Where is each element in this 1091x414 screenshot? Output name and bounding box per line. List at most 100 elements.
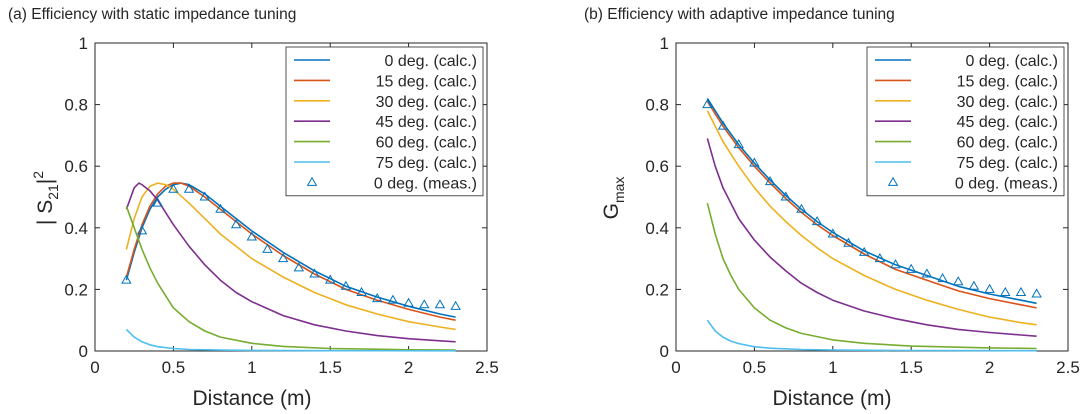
data-point [356,286,367,296]
series-line-1 [125,182,456,321]
y-tick-label: 0.8 [64,96,88,115]
data-point [858,246,870,256]
data-point [1000,286,1011,296]
legend-entry: 60 deg. (calc.) [957,135,1058,152]
data-point [340,280,352,290]
y-tick-label: 0 [79,342,88,361]
panel-title: (b) Efficiency with adaptive impedance t… [584,6,895,23]
data-point [372,293,383,303]
series-line-1 [706,101,1037,309]
data-point [764,175,776,186]
series-line-5 [125,328,456,352]
x-tick-label: 1 [247,358,256,377]
y-tick-label: 0.2 [645,280,669,299]
data-point [419,299,430,309]
data-point [890,259,901,269]
data-point [403,297,414,307]
y-tick-label: 1 [79,34,88,53]
data-point [702,98,713,109]
data-point [121,274,132,284]
y-tick-labels: 0 0.2 0.4 0.6 0.8 1 [64,34,88,361]
data-point [1015,286,1027,296]
data-point [843,237,854,247]
series-markers-6 [702,98,1042,298]
panel-a: (a) Efficiency with static impedance tun… [8,6,499,410]
data-point [780,191,791,201]
data-point [136,225,148,235]
series-line-3 [706,138,1037,337]
legend-entry: 75 deg. (calc.) [376,155,477,172]
data-point [937,273,948,283]
legend-swatch [887,176,899,186]
legend-entry: 45 deg. (calc.) [376,114,477,131]
data-point [152,197,163,207]
x-tick-label: 1 [828,358,837,377]
x-tick-label: 1.5 [899,358,923,377]
data-point [749,157,760,167]
data-point [874,252,886,263]
series-line-4 [706,203,1037,350]
x-axis-label: Distance (m) [772,387,891,410]
y-tick-labels: 0 0.2 0.4 0.6 0.8 1 [645,34,669,361]
panel-b: (b) Efficiency with adaptive impedance t… [584,6,1080,410]
data-point [324,274,336,284]
data-point [387,294,399,304]
y-tick-label: 0.6 [64,157,88,176]
plot-area [675,42,1069,352]
legend-entry: 45 deg. (calc.) [957,114,1058,131]
data-point [1031,288,1042,298]
legend-entry: 0 deg. (calc.) [966,53,1058,70]
x-tick-label: 2.5 [1056,358,1080,377]
data-point [199,191,210,201]
series-line-0 [125,182,456,318]
y-tick-label: 0.4 [645,219,669,238]
y-tick-label: 0 [660,342,669,361]
series-line-4 [125,205,456,351]
series-line-2 [125,182,456,331]
data-point [827,228,839,238]
data-point [246,231,258,241]
data-point [984,283,995,293]
data-point [968,280,980,290]
data-point [230,219,242,229]
data-point [450,300,461,310]
legend-entry: 30 deg. (calc.) [957,94,1058,111]
data-point [434,299,446,309]
series-line-0 [706,97,1037,305]
legend-entry: 60 deg. (calc.) [376,135,477,152]
legend: 0 deg. (calc.) 15 deg. (calc.) 30 deg. (ca… [285,46,484,197]
series-line-3 [125,182,456,343]
legend-entry: 30 deg. (calc.) [376,94,477,111]
data-point [717,120,729,130]
x-tick-label: 2.5 [475,358,499,377]
legend-swatch [306,176,318,186]
legend-entry: 75 deg. (calc.) [957,155,1058,172]
y-tick-label: 0.2 [64,280,88,299]
legend-entry: 0 deg. (meas.) [955,175,1058,192]
x-tick-label: 0.5 [743,358,767,377]
legend-entry: 0 deg. (calc.) [385,53,477,70]
data-point [277,252,289,263]
series-line-2 [706,110,1037,326]
x-tick-label: 2 [404,358,413,377]
x-tick-label: 0 [90,358,99,377]
x-tick-label: 0 [671,358,680,377]
x-tick-labels: 0 0.5 1 1.5 2 2.5 [90,358,499,377]
legend-entry: 0 deg. (meas.) [374,175,477,192]
legend-entry: 15 deg. (calc.) [957,73,1058,90]
y-tick-label: 0.6 [645,157,669,176]
data-point [811,216,823,226]
data-point [953,276,964,286]
y-tick-label: 1 [660,34,669,53]
x-axis-label: Distance (m) [192,387,311,410]
y-tick-label: 0.8 [645,96,669,115]
legend-entry: 15 deg. (calc.) [376,73,477,90]
series-line-5 [706,319,1037,352]
series-markers-6 [121,183,461,310]
data-point [168,183,179,193]
y-axis-label: Gmax [600,177,627,220]
y-tick-label: 0.4 [64,219,88,238]
data-point [733,139,744,149]
x-tick-label: 0.5 [162,358,186,377]
